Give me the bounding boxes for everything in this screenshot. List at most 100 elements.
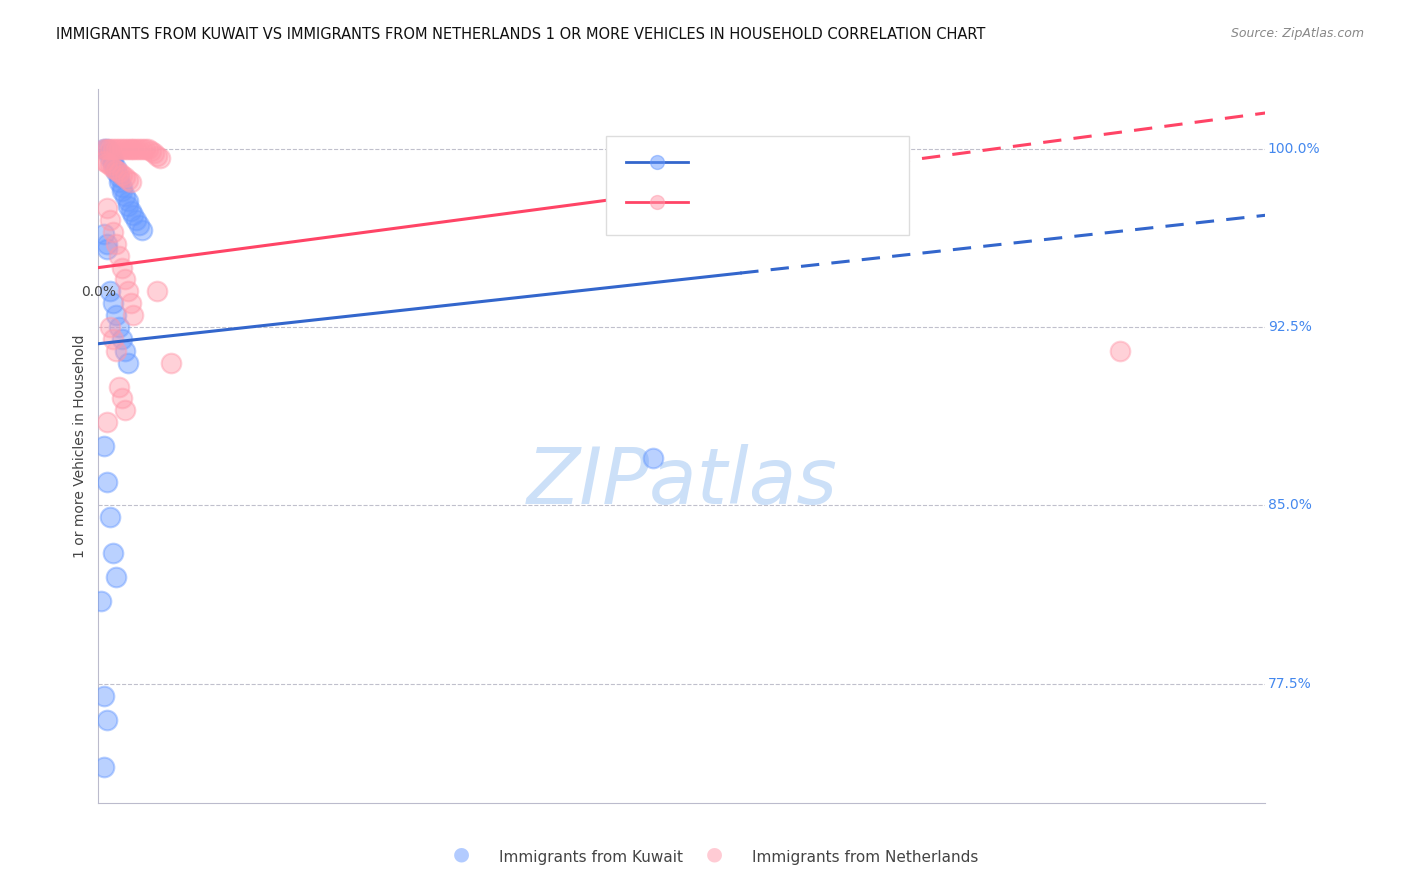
Point: [101, 161, 124, 175]
Point: [120, 203, 142, 218]
Point: [101, 153, 124, 168]
Point: [117, 356, 139, 370]
Point: [108, 249, 131, 263]
Point: [142, 146, 165, 161]
Point: [1108, 343, 1130, 358]
Point: [108, 142, 131, 156]
Point: [90, 593, 112, 607]
Text: IMMIGRANTS FROM KUWAIT VS IMMIGRANTS FROM NETHERLANDS 1 OR MORE VEHICLES IN HOUS: IMMIGRANTS FROM KUWAIT VS IMMIGRANTS FRO…: [56, 27, 986, 42]
Point: [111, 142, 134, 156]
Point: [128, 142, 150, 156]
Point: [96, 142, 118, 156]
Point: [125, 213, 148, 227]
Text: 92.5%: 92.5%: [1268, 320, 1312, 334]
Point: [120, 296, 142, 310]
Point: [146, 285, 169, 299]
Text: 100.0%: 100.0%: [1268, 142, 1320, 156]
Point: [131, 142, 153, 156]
Point: [114, 142, 136, 156]
Point: [104, 308, 127, 322]
Point: [98, 285, 121, 299]
FancyBboxPatch shape: [606, 136, 910, 235]
Point: [122, 208, 145, 222]
Point: [101, 332, 124, 346]
Point: [125, 142, 148, 156]
Point: [98, 158, 121, 172]
Point: [122, 142, 145, 156]
Point: [93, 760, 115, 774]
Point: [128, 218, 150, 232]
Point: [96, 236, 118, 251]
Point: [117, 194, 139, 208]
Point: [146, 149, 169, 163]
Point: [134, 142, 156, 156]
Point: [96, 142, 118, 156]
Point: [117, 142, 139, 156]
Point: [93, 153, 115, 168]
Point: [114, 343, 136, 358]
Point: [96, 201, 118, 215]
Point: [104, 343, 127, 358]
Text: 77.5%: 77.5%: [1268, 677, 1312, 691]
Point: [131, 222, 153, 236]
Y-axis label: 1 or more Vehicles in Household: 1 or more Vehicles in Household: [73, 334, 87, 558]
Point: [108, 170, 131, 185]
Point: [96, 415, 118, 429]
Point: [117, 172, 139, 186]
Point: [641, 450, 664, 465]
Point: [104, 163, 127, 178]
Point: [111, 260, 134, 275]
Point: [104, 142, 127, 156]
Point: [160, 356, 183, 370]
Point: [98, 320, 121, 334]
Point: [139, 144, 162, 158]
Point: [111, 332, 134, 346]
Point: [104, 161, 127, 175]
Point: [108, 165, 131, 179]
Point: [98, 146, 121, 161]
Point: [111, 179, 134, 194]
Point: [104, 570, 127, 584]
Point: [96, 242, 118, 256]
Text: R = 0.234: R = 0.234: [699, 193, 790, 211]
Point: [104, 165, 127, 179]
Text: Source: ZipAtlas.com: Source: ZipAtlas.com: [1230, 27, 1364, 40]
Point: [101, 296, 124, 310]
Point: [96, 475, 118, 489]
Text: 85.0%: 85.0%: [1268, 499, 1312, 513]
Point: [136, 142, 159, 156]
Text: N = 50: N = 50: [828, 193, 890, 211]
Point: [114, 272, 136, 286]
Point: [108, 379, 131, 393]
Point: [114, 189, 136, 203]
Point: [101, 142, 124, 156]
Point: [114, 170, 136, 185]
Point: [117, 199, 139, 213]
Point: [108, 175, 131, 189]
Point: [96, 713, 118, 727]
Text: Immigrants from Kuwait: Immigrants from Kuwait: [499, 850, 683, 865]
Point: [101, 225, 124, 239]
Point: [98, 213, 121, 227]
Point: [122, 308, 145, 322]
Text: Immigrants from Netherlands: Immigrants from Netherlands: [752, 850, 979, 865]
Point: [98, 151, 121, 165]
Point: [93, 439, 115, 453]
Text: ●: ●: [706, 845, 723, 863]
Point: [98, 142, 121, 156]
Text: ●: ●: [453, 845, 470, 863]
Point: [117, 285, 139, 299]
Point: [93, 689, 115, 703]
Point: [104, 236, 127, 251]
Text: ZIPatlas: ZIPatlas: [526, 443, 838, 520]
Point: [111, 185, 134, 199]
Point: [96, 156, 118, 170]
Text: N = 40: N = 40: [828, 153, 890, 171]
Point: [149, 151, 172, 165]
Point: [93, 142, 115, 156]
Point: [93, 142, 115, 156]
Point: [114, 403, 136, 417]
Point: [120, 175, 142, 189]
Text: R = 0.094: R = 0.094: [699, 153, 790, 171]
Point: [108, 320, 131, 334]
